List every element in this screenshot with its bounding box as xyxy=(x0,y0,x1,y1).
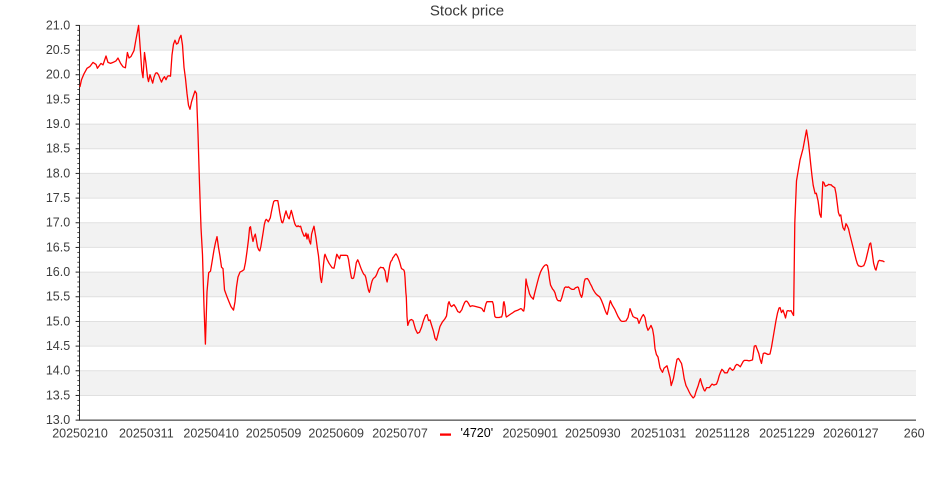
svg-text:20250311: 20250311 xyxy=(119,426,174,440)
svg-text:13.5: 13.5 xyxy=(46,388,70,402)
svg-text:15.5: 15.5 xyxy=(46,290,70,304)
svg-text:19.0: 19.0 xyxy=(46,117,70,131)
svg-text:20.0: 20.0 xyxy=(46,68,70,82)
svg-text:20250509: 20250509 xyxy=(246,426,302,440)
svg-text:20251229: 20251229 xyxy=(759,426,815,440)
svg-text:19.5: 19.5 xyxy=(46,92,70,106)
svg-text:20250210: 20250210 xyxy=(52,426,108,440)
svg-text:21.0: 21.0 xyxy=(46,18,70,32)
svg-text:18.5: 18.5 xyxy=(46,142,70,156)
svg-text:18.0: 18.0 xyxy=(46,166,70,180)
svg-text:16.0: 16.0 xyxy=(46,265,70,279)
svg-text:14.0: 14.0 xyxy=(46,364,70,378)
svg-text:20250707: 20250707 xyxy=(372,426,428,440)
svg-text:16.5: 16.5 xyxy=(46,240,70,254)
svg-text:20.5: 20.5 xyxy=(46,43,70,57)
svg-text:15.0: 15.0 xyxy=(46,314,70,328)
svg-text:Stock price: Stock price xyxy=(430,3,504,20)
svg-text:13.0: 13.0 xyxy=(46,413,70,427)
svg-text:20250930: 20250930 xyxy=(565,426,621,440)
svg-text:20251031: 20251031 xyxy=(631,426,687,440)
svg-text:14.5: 14.5 xyxy=(46,339,70,353)
svg-text:'4720': '4720' xyxy=(461,426,494,440)
svg-text:20250410: 20250410 xyxy=(183,426,239,440)
svg-text:20251128: 20251128 xyxy=(695,426,750,440)
svg-text:17.5: 17.5 xyxy=(46,191,70,205)
svg-text:17.0: 17.0 xyxy=(46,216,70,230)
svg-text:20260127: 20260127 xyxy=(823,426,879,440)
svg-text:20250609: 20250609 xyxy=(308,426,364,440)
svg-text:260: 260 xyxy=(904,426,925,440)
svg-text:20250901: 20250901 xyxy=(502,426,558,440)
